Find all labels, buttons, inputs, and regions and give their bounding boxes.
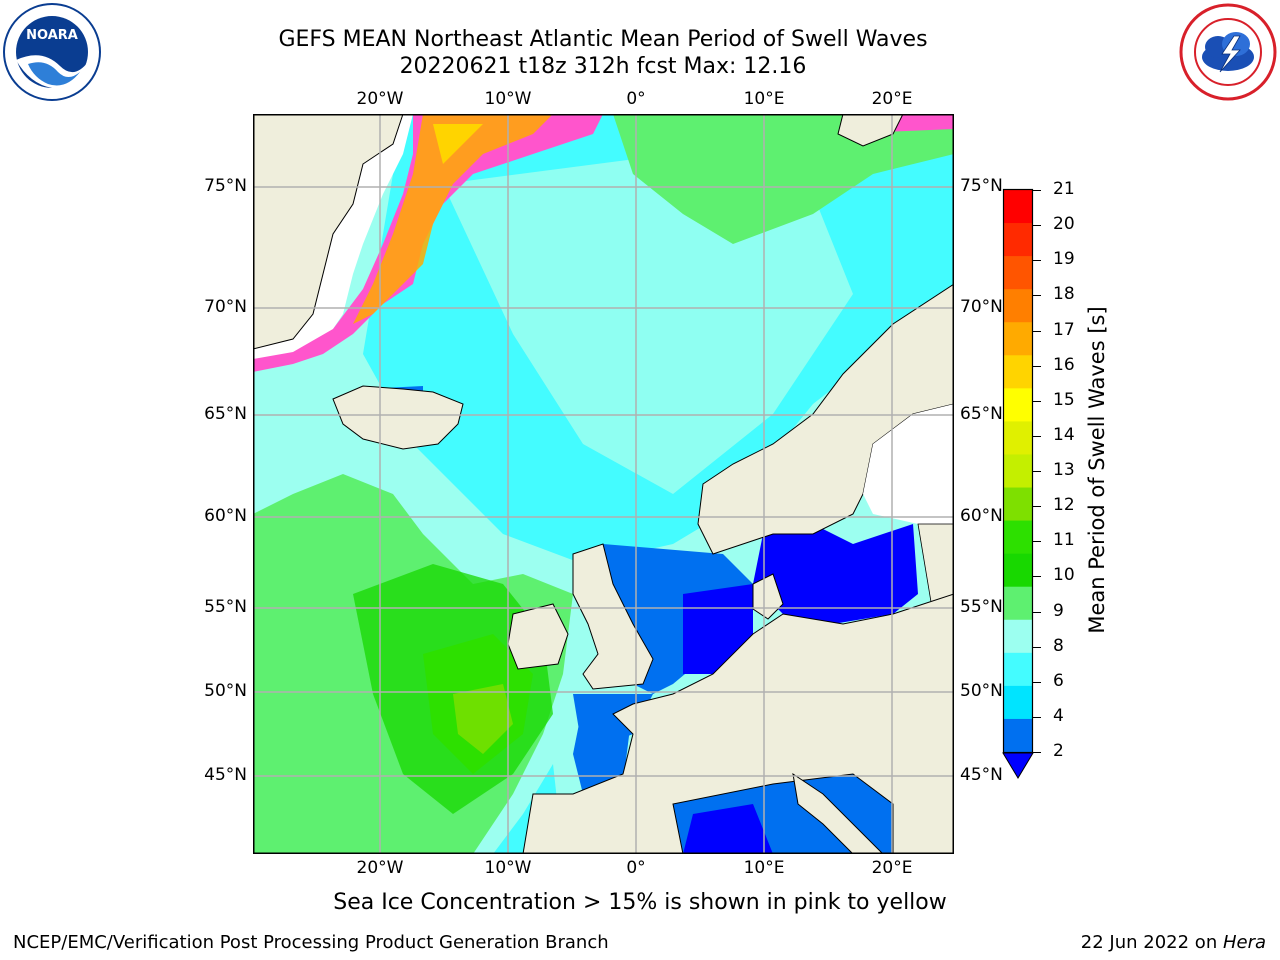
- colorbar-tick-label: 11: [1053, 530, 1075, 551]
- sea-ice-caption: Sea Ice Concentration > 15% is shown in …: [333, 890, 947, 915]
- colorbar-cell: [1004, 256, 1032, 290]
- lat-label-right-6: 45°N: [960, 765, 1003, 785]
- colorbar-cell: [1004, 553, 1032, 588]
- lat-label-left-5: 50°N: [204, 681, 247, 701]
- title-line-1: GEFS MEAN Northeast Atlantic Mean Period…: [278, 27, 928, 52]
- footer-date: 22 Jun 2022 on Hera: [1081, 932, 1266, 953]
- lat-label-right-0: 75°N: [960, 176, 1003, 196]
- lat-label-right-1: 70°N: [960, 297, 1003, 317]
- colorbar-tick-mark: [1033, 365, 1041, 367]
- noaa-logo-text: NOARA: [26, 28, 78, 43]
- lat-label-right-4: 55°N: [960, 597, 1003, 617]
- footer-host: Hera: [1222, 932, 1266, 953]
- lon-label-top-2: 0°: [626, 89, 646, 109]
- colorbar-cell: [1004, 685, 1032, 720]
- colorbar-cell: [1004, 190, 1032, 224]
- colorbar-tick-mark: [1033, 752, 1041, 753]
- colorbar-tick-mark: [1033, 576, 1041, 578]
- colorbar-cell: [1004, 619, 1032, 654]
- lat-label-left-6: 45°N: [204, 765, 247, 785]
- colorbar-cell: [1004, 289, 1032, 323]
- lon-label-bottom-3: 10°E: [743, 858, 785, 878]
- swell-period-map: [253, 114, 954, 854]
- lat-label-right-3: 60°N: [960, 506, 1003, 526]
- colorbar-tick-label: 12: [1053, 495, 1075, 516]
- lon-label-bottom-2: 0°: [626, 858, 646, 878]
- colorbar-cell: [1004, 223, 1032, 257]
- colorbar-cell: [1004, 487, 1032, 522]
- lat-label-left-2: 65°N: [204, 404, 247, 424]
- colorbar-tick-mark: [1033, 260, 1041, 262]
- colorbar-tick-mark: [1033, 295, 1041, 297]
- colorbar-label: Mean Period of Swell Waves [s]: [1085, 306, 1109, 634]
- colorbar-cell: [1004, 718, 1032, 753]
- colorbar-cell: [1004, 322, 1032, 356]
- nws-logo-icon: [1179, 3, 1277, 101]
- lon-label-bottom-4: 20°E: [871, 858, 913, 878]
- colorbar-cell: [1004, 388, 1032, 422]
- colorbar-tick-label: 9: [1053, 600, 1064, 621]
- lat-label-right-2: 65°N: [960, 404, 1003, 424]
- lat-label-right-5: 50°N: [960, 681, 1003, 701]
- colorbar-tick-label: 18: [1053, 284, 1075, 305]
- colorbar-tick-label: 13: [1053, 460, 1075, 480]
- lat-label-left-3: 60°N: [204, 506, 247, 526]
- colorbar-tick-label: 2: [1053, 741, 1064, 761]
- colorbar-tick-mark: [1033, 225, 1041, 227]
- footer-credit: NCEP/EMC/Verification Post Processing Pr…: [13, 932, 609, 953]
- colorbar-cell: [1004, 520, 1032, 555]
- lon-label-top-4: 20°E: [871, 89, 913, 109]
- colorbar-tick-label: 10: [1053, 565, 1075, 586]
- lon-label-top-0: 20°W: [356, 89, 404, 109]
- colorbar-tick-mark: [1033, 435, 1041, 437]
- title-line-2: 20220621 t18z 312h fcst Max: 12.16: [399, 54, 807, 79]
- colorbar-tick-label: 21: [1053, 179, 1075, 199]
- lon-label-bottom-0: 20°W: [356, 858, 404, 878]
- colorbar-cell: [1004, 586, 1032, 621]
- lon-label-bottom-1: 10°W: [484, 858, 532, 878]
- colorbar-tick-mark: [1033, 611, 1041, 613]
- colorbar-tick-mark: [1033, 190, 1041, 191]
- colorbar-tick-mark: [1033, 646, 1041, 648]
- colorbar-cell: [1004, 421, 1032, 455]
- colorbar-tick-label: 16: [1053, 354, 1075, 375]
- lat-label-left-0: 75°N: [204, 176, 247, 196]
- colorbar-tick-mark: [1033, 471, 1041, 472]
- lon-label-top-3: 10°E: [743, 89, 785, 109]
- lat-label-left-1: 70°N: [204, 297, 247, 317]
- colorbar-tick-label: 15: [1053, 389, 1075, 410]
- colorbar-tick-mark: [1033, 506, 1041, 508]
- colorbar-tick-label: 17: [1053, 319, 1075, 340]
- lon-label-top-1: 10°W: [484, 89, 532, 109]
- colorbar: [1002, 188, 1034, 779]
- lat-label-left-4: 55°N: [204, 597, 247, 617]
- colorbar-tick-label: 14: [1053, 424, 1075, 445]
- noaa-logo-icon: NOARA: [3, 3, 101, 101]
- footer-date-text: 22 Jun 2022 on: [1080, 932, 1223, 953]
- colorbar-cell: [1004, 355, 1032, 389]
- colorbar-cell: [1004, 454, 1032, 489]
- colorbar-cell: [1004, 652, 1032, 687]
- colorbar-tick-mark: [1033, 541, 1041, 543]
- colorbar-tick-label: 4: [1053, 705, 1064, 726]
- colorbar-tick-label: 20: [1053, 214, 1075, 235]
- colorbar-tick-mark: [1033, 681, 1041, 683]
- colorbar-tick-mark: [1033, 330, 1041, 332]
- colorbar-tick-mark: [1033, 716, 1041, 718]
- colorbar-tick-label: 8: [1053, 635, 1064, 656]
- colorbar-tick-label: 19: [1053, 249, 1075, 270]
- colorbar-tick-label: 6: [1053, 670, 1064, 691]
- colorbar-tick-mark: [1033, 400, 1041, 402]
